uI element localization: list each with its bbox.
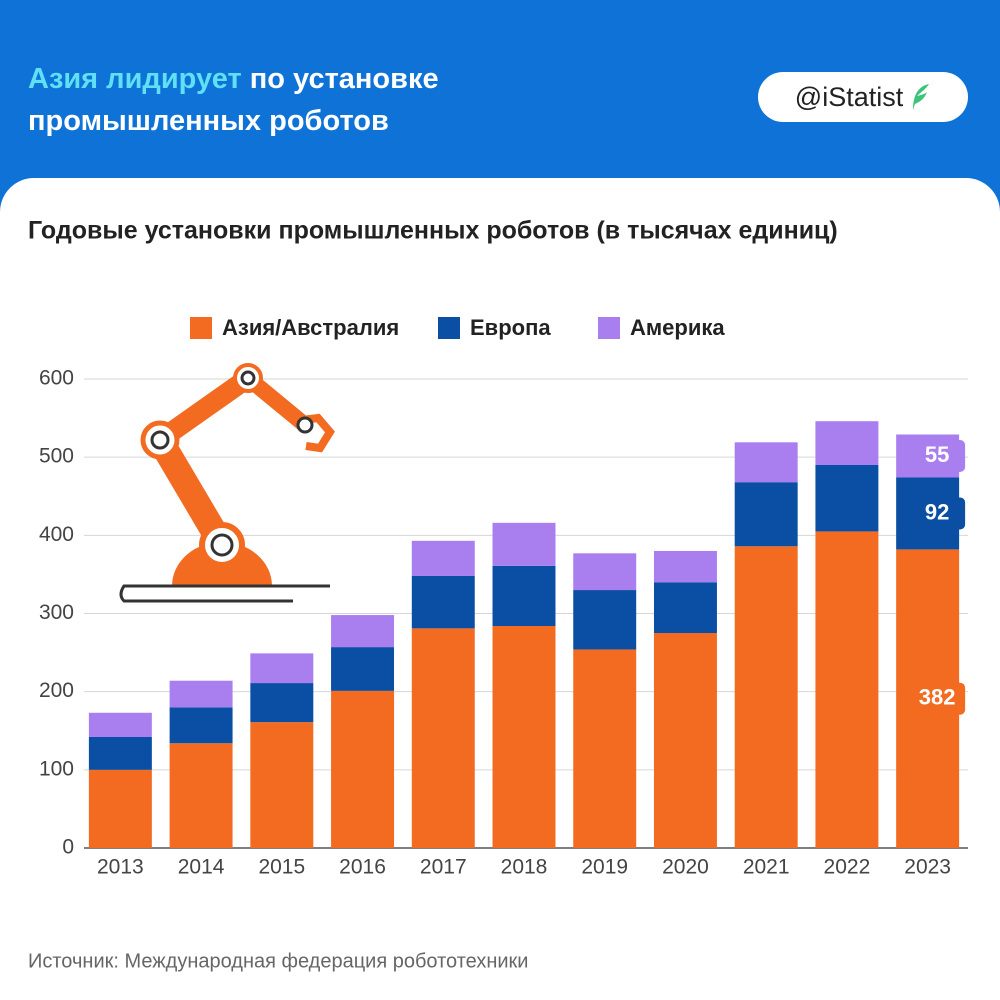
bar-segment: [169, 743, 233, 848]
y-tick-label: 300: [39, 601, 74, 624]
data-label: 382: [919, 685, 956, 710]
x-tick-label: 2013: [97, 856, 144, 879]
bar-segment: [734, 482, 798, 547]
legend-swatch: [438, 317, 460, 339]
x-tick-label: 2021: [743, 856, 790, 879]
bar-segment: [88, 712, 152, 738]
bar-segment: [250, 722, 314, 848]
y-tick-label: 0: [62, 836, 74, 859]
bar-segment: [411, 575, 475, 629]
bar-segment: [492, 522, 556, 566]
bar-segment: [88, 769, 152, 848]
legend-label: Европа: [470, 315, 551, 340]
x-tick-label: 2018: [501, 856, 548, 879]
x-tick-label: 2023: [904, 856, 951, 879]
brand-logo: [913, 84, 930, 110]
bar-segment: [331, 690, 395, 848]
brand-text: @iStatist: [794, 81, 904, 112]
bar-segment: [492, 565, 556, 627]
x-tick-label: 2022: [824, 856, 871, 879]
bar-segment: [734, 546, 798, 848]
y-tick-label: 500: [39, 445, 74, 468]
data-label: 92: [925, 499, 949, 524]
bar-segment: [573, 590, 637, 650]
y-tick-label: 200: [39, 679, 74, 702]
data-label-bg: [909, 682, 966, 715]
bar-segment: [815, 464, 879, 532]
robot-illustration: [119, 363, 335, 603]
bar-segment: [88, 737, 152, 770]
bar-segment: [815, 531, 879, 848]
bar-segment: [411, 628, 475, 848]
legend-label: Америка: [630, 315, 725, 340]
bar-segment: [331, 615, 395, 648]
bar-segment: [411, 540, 475, 576]
x-tick-label: 2016: [339, 856, 386, 879]
bar-segment: [734, 442, 798, 483]
bar-segment: [653, 582, 717, 634]
bar-segment: [573, 553, 637, 591]
x-tick-label: 2019: [581, 856, 628, 879]
title-rest: по установке промышленных роботов: [28, 63, 439, 137]
legend-label: Азия/Австралия: [222, 315, 399, 340]
legend-swatch: [190, 317, 212, 339]
title-highlight: Азия лидирует: [28, 63, 242, 95]
bar-segment: [331, 647, 395, 691]
bar-segment: [492, 626, 556, 848]
bar-segment: [169, 707, 233, 744]
data-label-bg: [909, 497, 966, 530]
source: Источник: Международная федерация робото…: [28, 950, 528, 972]
x-tick-label: 2014: [178, 856, 225, 879]
bar-segment: [815, 421, 879, 465]
bar-segment: [653, 633, 717, 848]
y-tick-label: 100: [39, 757, 74, 780]
x-tick-label: 2017: [420, 856, 467, 879]
x-tick-label: 2020: [662, 856, 709, 879]
data-label: 55: [925, 442, 949, 467]
bar-segment: [653, 550, 717, 583]
chart-title: Годовые установки промышленных роботов (…: [28, 217, 838, 245]
x-tick-label: 2015: [258, 856, 305, 879]
brand-badge: @iStatist: [758, 72, 968, 122]
legend-swatch: [598, 317, 620, 339]
bar-segment: [573, 649, 637, 848]
header-title: Азия лидирует по установке промышленных …: [28, 58, 548, 142]
bar-segment: [169, 680, 233, 708]
bar-segment: [250, 653, 314, 684]
bar-segment: [250, 683, 314, 723]
y-tick-label: 600: [39, 367, 74, 390]
y-tick-label: 400: [39, 523, 74, 546]
data-label-bg: [909, 439, 966, 472]
